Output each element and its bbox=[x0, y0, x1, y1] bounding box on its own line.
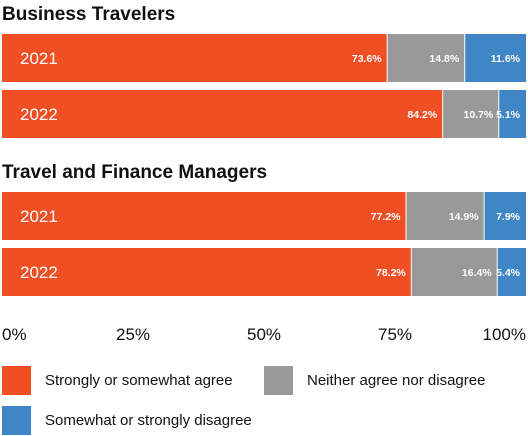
bar-segment-agree-g1-2022 bbox=[2, 90, 443, 138]
x-tick-label-2: 50% bbox=[247, 325, 281, 344]
bar-segment-neither-g2-2022 bbox=[411, 248, 497, 296]
legend-label-disagree: Somewhat or strongly disagree bbox=[45, 412, 252, 429]
legend-item-disagree: Somewhat or strongly disagree bbox=[2, 406, 252, 435]
value-label-disagree-g2-2021: 7.9% bbox=[496, 211, 521, 223]
legend-swatch-agree bbox=[2, 366, 31, 395]
group-title-1: Business Travelers bbox=[2, 4, 175, 25]
year-label-g1-2021: 2021 bbox=[20, 49, 58, 68]
year-label-g2-2021: 2021 bbox=[20, 207, 58, 226]
value-label-agree-g1-2022: 84.2% bbox=[407, 109, 437, 121]
bar-segment-agree-g2-2021 bbox=[2, 192, 406, 240]
value-label-disagree-g2-2022: 5.4% bbox=[496, 267, 521, 279]
legend-swatch-neither bbox=[264, 366, 293, 395]
legend-label-neither: Neither agree nor disagree bbox=[307, 372, 486, 389]
value-label-disagree-g1-2022: 5.1% bbox=[496, 109, 521, 121]
bar-segment-disagree-g1-2022 bbox=[499, 90, 526, 138]
x-tick-label-3: 75% bbox=[378, 325, 412, 344]
bar-segment-agree-g1-2021 bbox=[2, 34, 387, 82]
x-tick-label-4: 100% bbox=[483, 325, 526, 344]
value-label-agree-g2-2022: 78.2% bbox=[376, 267, 406, 279]
value-label-neither-g1-2021: 14.8% bbox=[429, 53, 459, 65]
x-tick-label-0: 0% bbox=[2, 325, 27, 344]
legend-item-agree: Strongly or somewhat agree bbox=[2, 366, 233, 395]
legend: Strongly or somewhat agree Neither agree… bbox=[0, 364, 528, 436]
value-label-neither-g2-2022: 16.4% bbox=[462, 267, 492, 279]
stacked-bar-chart: Business Travelers 73.6% 14.8% 11.6% 2021 84.… bbox=[2, 4, 526, 344]
legend-item-neither: Neither agree nor disagree bbox=[264, 366, 485, 395]
group-title-2: Travel and Finance Managers bbox=[2, 162, 267, 183]
x-tick-label-1: 25% bbox=[116, 325, 150, 344]
bar-segment-disagree-g2-2021 bbox=[484, 192, 526, 240]
year-label-g1-2022: 2022 bbox=[20, 105, 58, 124]
legend-label-agree: Strongly or somewhat agree bbox=[45, 372, 233, 389]
legend-swatch-disagree bbox=[2, 406, 31, 435]
bar-segment-disagree-g1-2021 bbox=[465, 34, 526, 82]
bar-segment-disagree-g2-2022 bbox=[497, 248, 526, 296]
bar-segment-agree-g2-2022 bbox=[2, 248, 411, 296]
bar-segment-neither-g2-2021 bbox=[406, 192, 484, 240]
value-label-neither-g2-2021: 14.9% bbox=[449, 211, 479, 223]
bar-segment-neither-g1-2021 bbox=[387, 34, 465, 82]
value-label-agree-g1-2021: 73.6% bbox=[352, 53, 382, 65]
year-label-g2-2022: 2022 bbox=[20, 263, 58, 282]
value-label-agree-g2-2021: 77.2% bbox=[371, 211, 401, 223]
bar-segment-neither-g1-2022 bbox=[443, 90, 499, 138]
value-label-neither-g1-2022: 10.7% bbox=[463, 109, 493, 121]
value-label-disagree-g1-2021: 11.6% bbox=[491, 53, 521, 65]
